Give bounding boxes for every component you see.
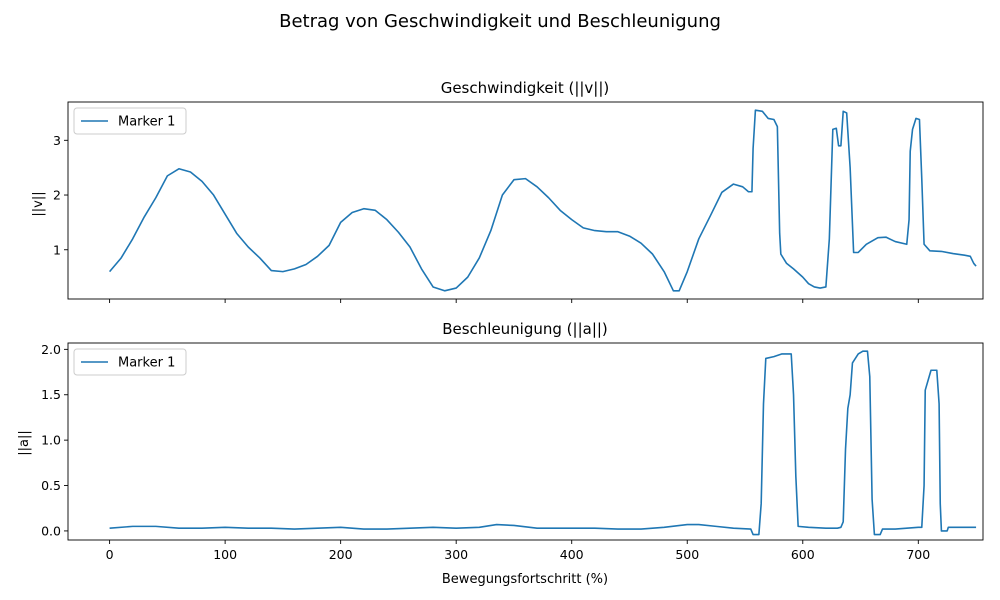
acceleration-legend: Marker 1 [73, 348, 187, 376]
acceleration-x-tick-label-500: 500 [675, 547, 699, 562]
acceleration-x-tick-label-100: 100 [213, 547, 237, 562]
velocity-y-tick-label-2: 2 [53, 188, 61, 203]
velocity-legend-box [73, 107, 187, 135]
acceleration-x-tick-label-400: 400 [560, 547, 584, 562]
velocity-y-tick-label-1: 1 [53, 242, 61, 257]
acceleration-x-tick-label-600: 600 [791, 547, 815, 562]
acceleration-legend-label: Marker 1 [118, 356, 175, 371]
acceleration-axes-frame [67, 342, 984, 541]
velocity-y-axis-label: ||v|| [31, 191, 46, 216]
velocity-axes-frame [67, 101, 984, 300]
velocity-plot-area: 1 2 3 Marker 1 [53, 101, 984, 303]
acceleration-y-axis-label: ||a|| [17, 430, 32, 456]
x-axis-label: Bewegungsfortschritt (%) [442, 572, 608, 587]
velocity-legend: Marker 1 [73, 107, 187, 135]
acceleration-y-tick-label-0: 0.0 [41, 523, 61, 538]
acceleration-x-tick-label-200: 200 [329, 547, 353, 562]
velocity-series-line-0 [108, 109, 977, 292]
acceleration-subplot: Beschleunigung (||a||) ||a|| 0 100 200 300 4… [17, 320, 984, 562]
velocity-subplot: Geschwindigkeit (||v||) ||v|| 1 2 3 Marker … [31, 79, 984, 303]
acceleration-x-tick-label-300: 300 [444, 547, 468, 562]
acceleration-plot-area: 0 100 200 300 400 500 600 700 0.0 0.5 1.0 1.5 2.0 Mar… [41, 342, 984, 562]
acceleration-y-tick-label-1: 1.0 [41, 433, 61, 448]
acceleration-y-tick-label-2: 2.0 [41, 342, 61, 357]
acceleration-x-tick-label-700: 700 [906, 547, 930, 562]
acceleration-y-tick-label-0.5: 0.5 [41, 478, 61, 493]
acceleration-y-tick-label-1.5: 1.5 [41, 387, 61, 402]
acceleration-subplot-title: Beschleunigung (||a||) [442, 320, 608, 338]
acceleration-x-tick-label-0: 0 [106, 547, 114, 562]
velocity-subplot-title: Geschwindigkeit (||v||) [441, 79, 610, 97]
velocity-y-tick-label-3: 3 [53, 133, 61, 148]
acceleration-legend-box [73, 348, 187, 376]
figure-title: Betrag von Geschwindigkeit und Beschleun… [279, 11, 721, 32]
acceleration-series-line-0 [109, 350, 977, 536]
velocity-legend-label: Marker 1 [118, 115, 175, 130]
